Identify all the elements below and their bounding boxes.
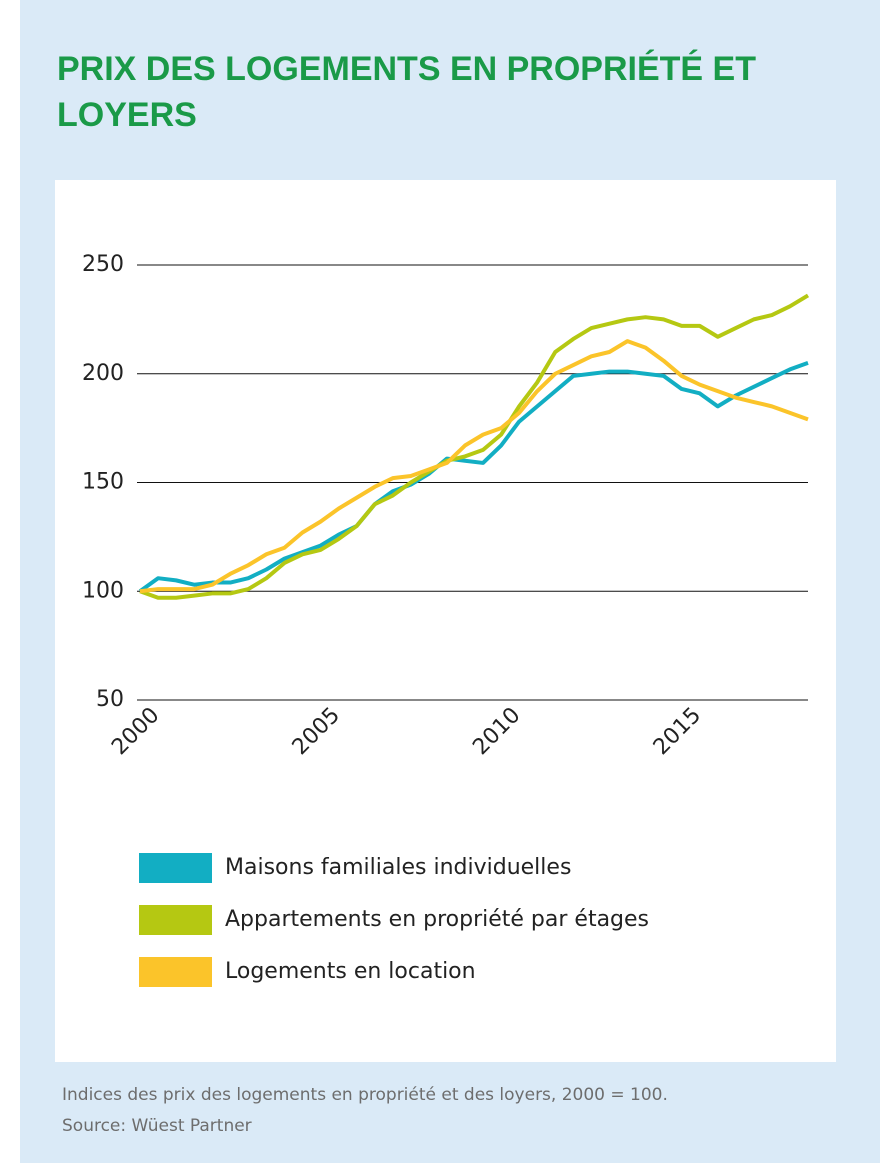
legend-label: Appartements en propriété par étages [225, 907, 649, 932]
legend-swatch [139, 957, 212, 987]
series-line [138, 360, 809, 593]
note: Indices des prix des logements en propri… [62, 1085, 668, 1105]
y-tick-label: 250 [82, 252, 124, 277]
series-line [139, 293, 810, 600]
legend-label: Maisons familiales individuelles [225, 855, 571, 880]
footnote: Indices des prix des logements en propri… [62, 1080, 822, 1142]
y-tick-label: 200 [82, 361, 124, 386]
legend-swatch [139, 905, 212, 935]
y-tick-label: 50 [96, 687, 124, 712]
y-tick-label: 150 [82, 470, 124, 495]
legend-label: Logements en location [225, 959, 476, 984]
legend-swatch [139, 853, 212, 883]
source: Source: Wüest Partner [62, 1116, 252, 1136]
y-tick-label: 100 [82, 578, 124, 603]
chart-title: PRIX DES LOGEMENTS EN PROPRIÉTÉ ET LOYER… [57, 50, 756, 134]
series-line [139, 339, 809, 594]
